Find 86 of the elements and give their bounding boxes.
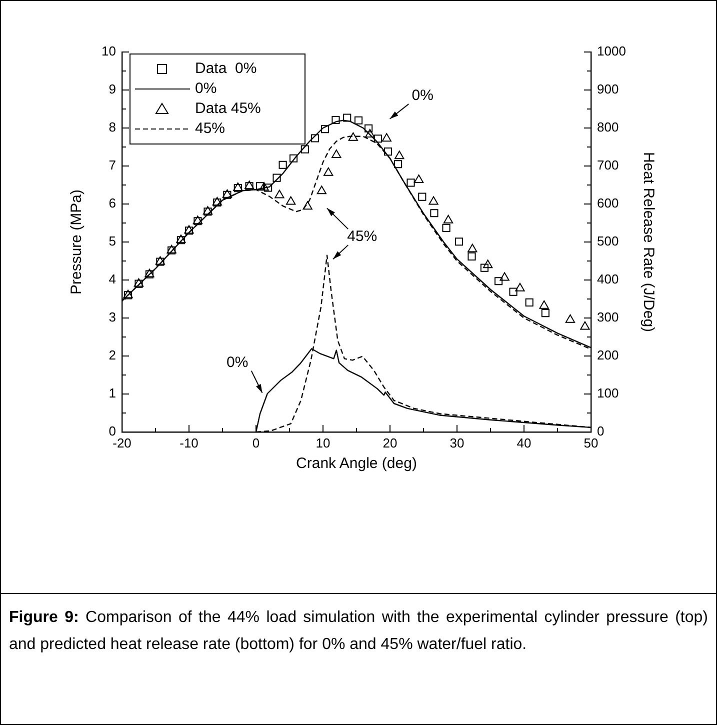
y-tick-label: 8 — [108, 120, 116, 135]
point — [406, 178, 415, 187]
point — [264, 184, 272, 192]
y2-tick-label: 700 — [597, 158, 619, 173]
x-axis-title: Crank Angle (deg) — [296, 455, 417, 472]
y-tick-label: 4 — [108, 272, 116, 287]
y-tick-label: 7 — [108, 158, 116, 173]
legend-label: Data 45% — [195, 100, 261, 118]
point — [394, 160, 402, 168]
y-axis-title: Pressure (MPa) — [68, 189, 86, 295]
y2-tick-label: 800 — [597, 120, 619, 135]
point — [310, 134, 319, 142]
annotation: 0% — [412, 87, 434, 104]
y2-tick-label: 600 — [597, 196, 619, 211]
point — [468, 252, 476, 260]
point — [418, 192, 426, 201]
point — [259, 182, 269, 191]
point — [316, 186, 326, 194]
point — [430, 209, 438, 218]
point — [320, 125, 330, 134]
point — [480, 264, 489, 272]
y2-tick-label: 400 — [597, 272, 619, 287]
y2-tick-label: 300 — [597, 310, 619, 325]
caption: Figure 9: Comparison of the 44% load simulation with the experimental cylinder pressure (top) and predicted heat release rate (bottom) for 0% and 45% water/fuel ratio. — [9, 608, 708, 655]
legend-label: 0% — [195, 80, 217, 98]
point — [354, 116, 363, 124]
point — [541, 309, 550, 318]
point — [580, 321, 590, 330]
y-tick-label: 5 — [108, 234, 116, 249]
point — [454, 238, 464, 246]
point — [468, 244, 478, 252]
point — [289, 154, 298, 162]
point — [565, 314, 576, 323]
point — [482, 260, 493, 268]
point — [348, 132, 358, 141]
y2-tick-label: 500 — [597, 234, 619, 249]
point — [384, 148, 392, 156]
point — [509, 288, 518, 296]
x-tick-label: 20 — [382, 435, 398, 450]
legend-label: 45% — [195, 120, 226, 138]
point — [442, 224, 450, 232]
point — [324, 167, 334, 176]
point — [494, 277, 503, 286]
annotation: 0% — [226, 354, 248, 371]
point — [428, 196, 438, 205]
y2-tick-label: 900 — [597, 82, 619, 97]
point — [343, 114, 352, 122]
point — [500, 272, 510, 281]
point — [525, 298, 534, 306]
x-tick-label: 40 — [516, 435, 532, 450]
x-tick-label: 50 — [584, 435, 598, 450]
point — [272, 174, 281, 182]
y-tick-label: 3 — [108, 310, 116, 325]
y-tick-label: 10 — [102, 44, 116, 59]
point — [278, 160, 287, 169]
point — [300, 145, 309, 154]
y-tick-label: 6 — [108, 196, 116, 211]
point — [364, 124, 373, 132]
point — [256, 182, 264, 190]
point — [374, 134, 382, 143]
x-tick-label: 0 — [252, 435, 260, 450]
y2-tick-label: 1000 — [597, 44, 626, 59]
point — [394, 150, 404, 160]
point — [286, 196, 296, 205]
y-tick-label: 2 — [108, 348, 116, 363]
point — [539, 300, 549, 309]
y-tick-label: 9 — [108, 82, 116, 97]
x-tick-label: 30 — [450, 435, 464, 450]
point — [443, 214, 454, 224]
point — [382, 133, 392, 142]
point — [332, 149, 342, 158]
y-tick-label: 1 — [108, 386, 116, 401]
y2-axis-title: Heat Release Rate (J/Deg) — [640, 152, 657, 332]
legend-label: Data 0% — [195, 60, 257, 78]
y2-tick-label: 200 — [597, 348, 619, 363]
x-tick-label: -10 — [180, 435, 198, 450]
point — [274, 190, 284, 198]
y2-tick-label: 0 — [597, 424, 604, 439]
y2-tick-label: 100 — [597, 386, 619, 401]
point — [414, 174, 424, 184]
point — [332, 116, 340, 124]
point — [365, 128, 375, 138]
point — [515, 282, 525, 292]
point — [302, 201, 312, 210]
annotation: 45% — [347, 228, 378, 246]
x-tick-label: 10 — [316, 435, 330, 450]
